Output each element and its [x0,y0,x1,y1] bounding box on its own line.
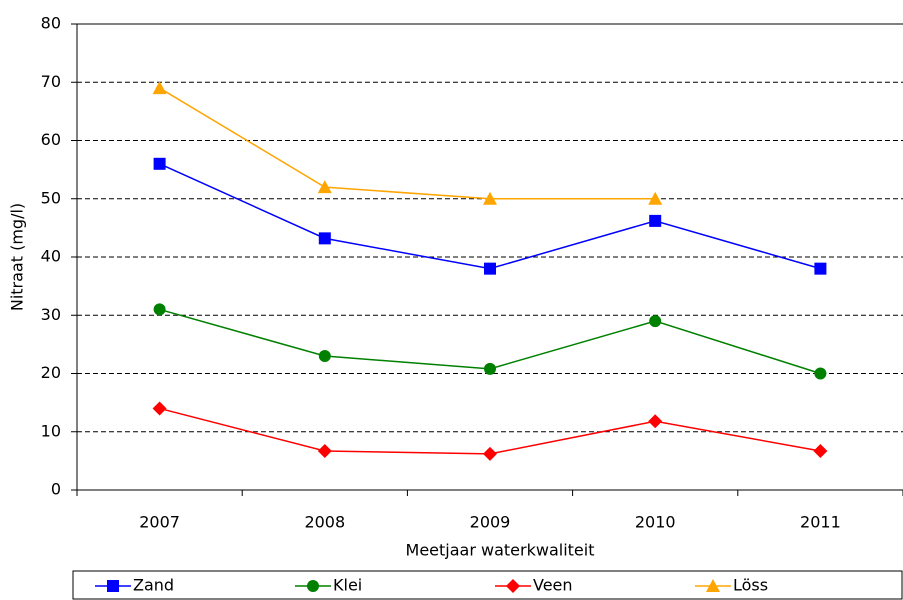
marker [153,303,166,316]
marker [484,362,496,375]
x-tick-label: 2009 [470,513,511,532]
marker [648,191,663,205]
marker [813,443,828,458]
marker [706,579,720,592]
series-line [159,163,821,270]
y-tick-label: 70 [41,72,61,91]
marker [649,214,662,227]
marker [318,232,331,245]
x-tick-label: 2010 [635,513,676,532]
marker [153,157,166,170]
y-tick-label: 0 [51,480,61,499]
marker [307,580,319,592]
y-axis-label: Nitraat (mg/l) [8,203,27,311]
legend-label: Klei [333,576,362,595]
y-tick-label: 20 [41,363,61,382]
marker [648,414,663,429]
legend-label: Veen [533,576,573,595]
marker [152,401,167,416]
marker [484,262,496,275]
marker [317,443,332,458]
x-tick-label: 2011 [800,513,841,532]
marker [814,262,827,275]
marker [318,350,331,363]
x-axis-label: Meetjaar waterkwaliteit [406,541,595,560]
y-tick-label: 10 [41,421,61,440]
y-tick-label: 30 [41,305,61,324]
marker [483,191,497,205]
legend-box [72,570,903,600]
marker [506,579,520,593]
y-tick-label: 50 [41,188,61,207]
y-tick-label: 60 [41,130,61,149]
marker [107,580,119,592]
marker [483,446,497,461]
legend-label: Zand [133,576,174,595]
series-line [159,87,656,200]
y-tick-label: 40 [41,247,61,266]
marker [317,180,332,194]
legend-label: Löss [733,576,768,595]
marker [152,81,167,95]
marker [814,367,827,380]
x-tick-label: 2008 [304,513,345,532]
marker [649,315,662,328]
x-tick-label: 2007 [139,513,180,532]
y-tick-label: 80 [41,14,61,33]
